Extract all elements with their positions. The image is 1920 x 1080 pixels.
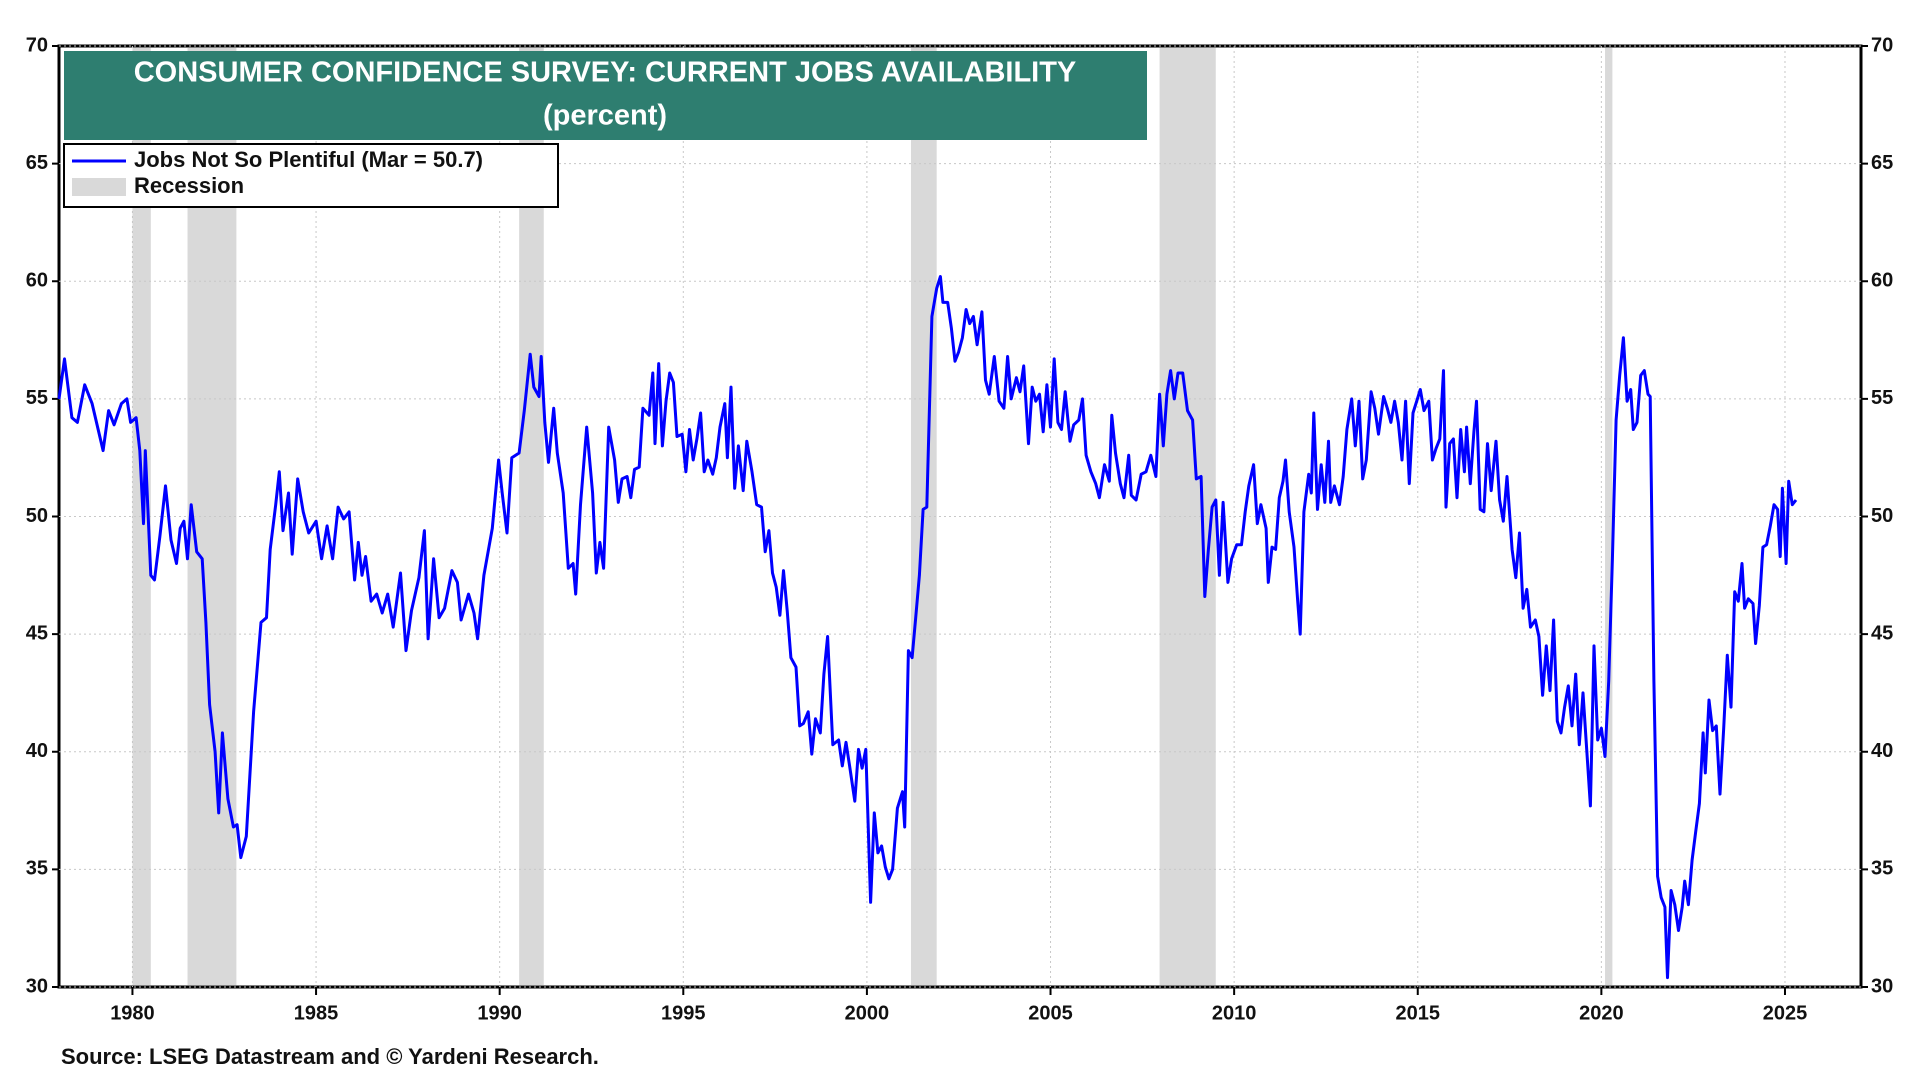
x-tick-label: 1985 [294, 1002, 339, 1024]
data-line [57, 275, 1798, 980]
recession-band [132, 48, 151, 985]
x-tick-label: 2005 [1028, 1002, 1073, 1024]
x-tick-label: 2025 [1763, 1002, 1808, 1024]
y-tick-label: 60 [26, 270, 48, 292]
y-tick-label: 45 [26, 622, 48, 644]
x-tick-label: 1995 [661, 1002, 706, 1024]
x-tick-label: 2020 [1579, 1002, 1624, 1024]
x-tick-label: 2010 [1212, 1002, 1257, 1024]
y2-tick-label: 45 [1871, 622, 1893, 644]
foreground-layer: 30 35 40 45 50 55 60 65 70 30 35 40 45 50 55 60 65 70 1980… [26, 34, 1894, 1024]
chart-title: CONSUMER CONFIDENCE SURVEY: CURRENT JOBS… [134, 57, 1077, 89]
legend-swatch [72, 178, 126, 196]
y2-tick-label: 40 [1871, 740, 1893, 762]
title-box [64, 51, 1147, 140]
recession-band [1605, 48, 1613, 985]
legend-label: Recession [134, 173, 244, 198]
y2-tick-label: 70 [1871, 34, 1893, 56]
x-tick-label: 1980 [110, 1002, 155, 1024]
y2-tick-label: 65 [1871, 152, 1893, 174]
chart-subtitle: (percent) [543, 100, 667, 132]
y-tick-label: 30 [26, 975, 48, 997]
y2-tick-label: 30 [1871, 975, 1893, 997]
y-tick-label: 55 [26, 387, 48, 409]
x-tick-label: 1990 [477, 1002, 522, 1024]
recession-band [1159, 48, 1216, 985]
y2-tick-label: 50 [1871, 505, 1893, 527]
y-tick-label: 40 [26, 740, 48, 762]
source-note: Source: LSEG Datastream and © Yardeni Re… [61, 1044, 599, 1069]
legend-label: Jobs Not So Plentiful (Mar = 50.7) [134, 147, 483, 172]
y2-tick-label: 60 [1871, 270, 1893, 292]
legend-box [63, 143, 559, 208]
y-tick-label: 35 [26, 858, 48, 880]
x-tick-label: 2015 [1396, 1002, 1441, 1024]
y2-tick-label: 35 [1871, 858, 1893, 880]
y2-tick-label: 55 [1871, 387, 1893, 409]
y-tick-label: 50 [26, 505, 48, 527]
y-tick-label: 65 [26, 152, 48, 174]
x-tick-label: 2000 [845, 1002, 890, 1024]
y-tick-label: 70 [26, 34, 48, 56]
